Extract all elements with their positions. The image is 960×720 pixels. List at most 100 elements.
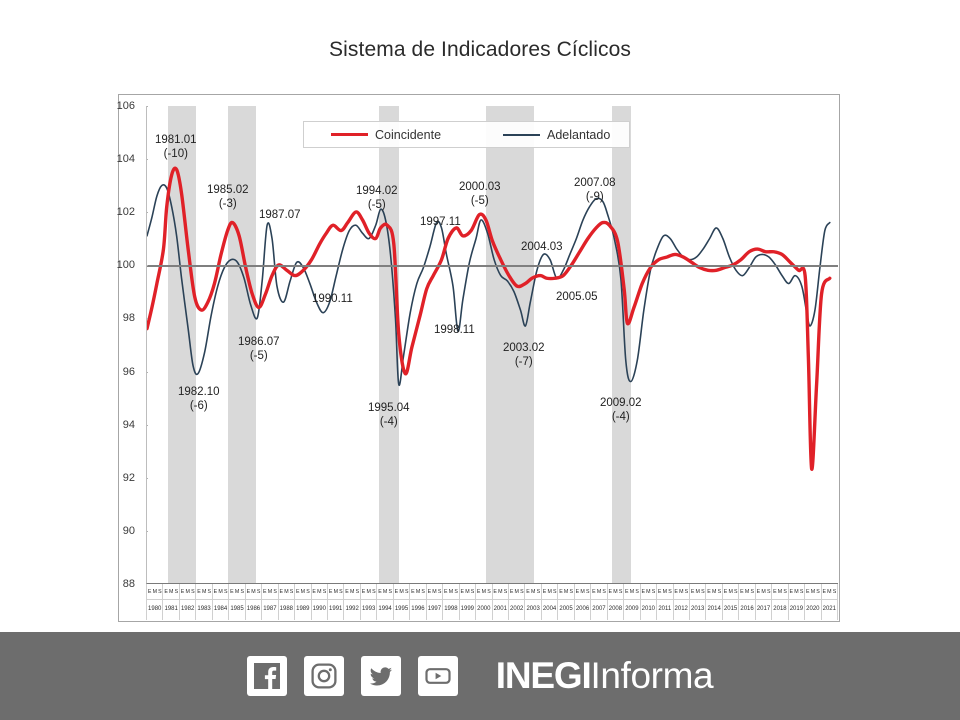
annotation-lag: (-7) [514,356,533,369]
x-axis-month-label: E [213,589,218,595]
x-axis-year-label: 2018 [773,606,787,612]
x-axis-year-cell: E M S 1995 [393,584,411,620]
x-axis-month-label: S [618,589,623,595]
x-axis-month-label: S [191,589,195,595]
x-axis-year-label: 2014 [707,606,721,612]
twitter-icon[interactable] [360,656,401,696]
x-axis-year-label: 2020 [806,606,820,612]
series-lines [147,166,832,471]
x-axis-year-cell: E M S 1997 [426,584,444,620]
x-axis-month-label: S [372,589,376,595]
x-axis-year-cell: E M S 2004 [541,584,559,620]
x-axis-month-label: S [470,589,475,595]
x-axis-year-cell: E M S 2008 [607,584,625,620]
legend-label-coincidente: Coincidente [375,127,442,142]
x-axis-month-label: S [536,589,541,595]
x-axis-month-label: S [487,589,491,595]
y-axis-tick [147,371,148,373]
x-axis-month-label: M [613,589,618,595]
x-axis-month-label: E [147,589,152,595]
x-axis-month-label: S [684,589,689,595]
annotation-a2004: 2004.03 [521,240,563,254]
x-axis-year-label: 1982 [180,606,195,612]
x-axis-month-label: E [707,589,711,595]
x-axis-year-label: 2016 [740,606,754,612]
x-axis-month-label: M [514,589,519,595]
x-axis-month-label: M [333,589,338,595]
x-axis-year-label: 1990 [312,606,326,612]
x-axis-month-label: S [585,589,590,595]
x-axis-year-label: 1995 [394,606,409,612]
x-axis-month-label: M [169,589,174,595]
y-axis-tick [147,212,148,214]
y-axis-tick-label: 106 [116,100,135,112]
x-axis-month-label: S [635,589,639,595]
x-axis-month-label: E [789,589,794,595]
recession-band [611,106,632,583]
x-axis-month-label: S [289,589,294,595]
x-axis-month-label: E [641,589,645,595]
x-axis-month-label: M [777,589,783,595]
x-axis-month-label: E [657,589,662,595]
annotation-a1997: 1997.11 [420,215,461,229]
x-axis-month-label: S [273,589,277,595]
x-axis-year-cell: E M S 1990 [311,584,328,620]
x-axis-month-label: E [509,589,514,595]
x-axis-month-label: E [279,589,283,595]
x-axis-month-label: M [251,589,256,595]
annotation-a1986: 1986.07 (-5) [238,335,280,364]
facebook-icon[interactable] [246,656,287,696]
youtube-icon[interactable] [417,656,458,696]
x-axis-year-cell: E M S 2020 [805,584,822,620]
x-axis-year-cell: E M S 1998 [443,584,460,620]
x-axis-month-label: M [284,589,289,595]
x-axis-month-label: E [411,589,415,595]
x-axis-month-label: M [415,589,421,595]
x-axis-month-label: M [646,589,651,595]
annotation-a1990: 1990.11 [312,292,353,306]
x-axis-year-label: 2010 [641,606,655,612]
x-axis-month-label: E [378,589,382,595]
x-axis-year-label: 2012 [674,606,688,612]
annotation-date: 1982.10 [178,386,220,398]
annotation-date: 1987.07 [259,209,301,221]
x-axis-month-label: M [201,589,207,595]
recession-band [486,106,535,583]
x-axis-year-label: 2000 [477,606,491,612]
instagram-icon[interactable] [303,656,344,696]
annotation-a2000: 2000.03 (-5) [459,180,501,209]
x-axis-month-label: M [629,589,635,595]
x-axis-month-label: E [625,589,629,595]
x-axis-month-label: S [256,589,261,595]
x-axis-month-label: M [382,589,388,595]
x-axis-month-label: M [366,589,371,595]
x-axis-year-label: 2003 [526,606,540,612]
x-axis-month-label: E [295,589,300,595]
x-axis-month-label: M [711,589,717,595]
x-axis-year-cell: E M S 2002 [508,584,526,620]
x-axis-year-cell: E M S 1994 [377,584,394,620]
x-axis-year-cell: E M S 1983 [196,584,213,620]
x-axis-month-label: S [832,589,837,595]
x-axis-month-label: E [180,589,185,595]
y-axis-tick [147,477,148,479]
annotation-a1981: 1981.01 (-10) [155,133,197,162]
series-line-coincidente [147,166,832,471]
x-axis-month-label: E [526,589,530,595]
x-axis-year-label: 2021 [822,606,836,612]
x-axis-year-label: 1997 [427,606,442,612]
x-axis-month-label: E [197,589,201,595]
